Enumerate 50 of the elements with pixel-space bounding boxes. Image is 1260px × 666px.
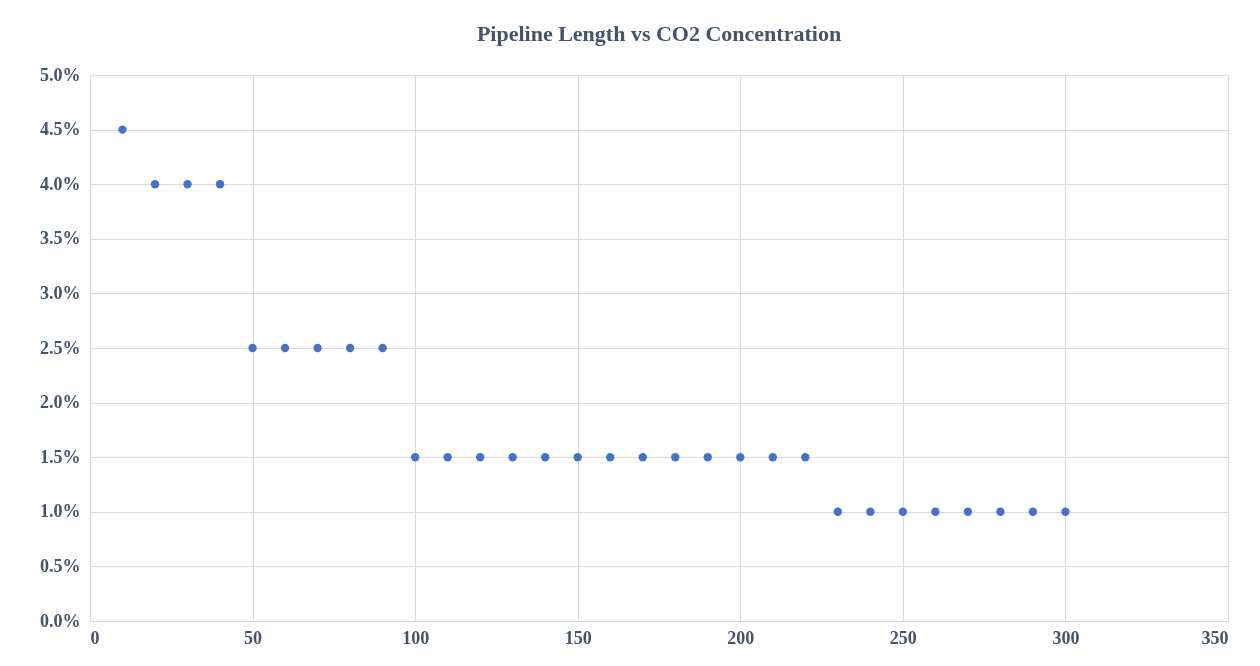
point [508,453,517,462]
y-tick-label: 1.0% [40,501,81,522]
y-tick-label: 1.5% [40,446,81,467]
point [638,453,647,462]
point [150,180,160,189]
y-tick-label: 0.0% [40,610,81,631]
x-tick-label: 350 [1201,627,1229,648]
chart-title: Pipeline Length vs CO2 Concentration [476,21,842,46]
y-tick-label: 4.0% [40,173,81,194]
point [313,343,322,353]
point [183,180,192,189]
point [866,507,875,516]
point [378,343,387,353]
y-tick-label: 2.0% [40,392,81,413]
point [1028,507,1038,516]
point [541,453,550,462]
point [963,507,973,516]
point [280,343,290,353]
point [996,507,1005,516]
point [475,453,485,462]
y-tick-label: 0.5% [40,555,81,576]
point [410,453,420,462]
point [573,453,582,462]
point [801,453,810,462]
point [443,453,452,462]
y-tick-label: 5.0% [40,64,81,85]
x-tick-label: 50 [244,627,263,648]
y-tick-label: 4.5% [40,119,81,140]
x-tick-label: 0 [90,627,100,648]
point [345,343,355,353]
x-tick-label: 250 [889,627,917,648]
point [1061,507,1070,516]
point [898,507,908,516]
y-tick-label: 3.5% [40,228,81,249]
y-tick-label: 2.5% [40,337,81,358]
point [768,453,777,462]
point [606,453,615,462]
point [248,343,257,353]
x-tick-label: 300 [1052,627,1080,648]
y-tick-label: 3.0% [40,282,81,303]
x-tick-label: 200 [727,627,755,648]
point [671,453,680,462]
point [703,453,712,462]
point [118,125,127,134]
point [833,507,843,516]
x-tick-label: 150 [564,627,592,648]
point [215,180,225,189]
x-tick-label: 100 [402,627,430,648]
point [931,507,940,516]
point [736,453,745,462]
